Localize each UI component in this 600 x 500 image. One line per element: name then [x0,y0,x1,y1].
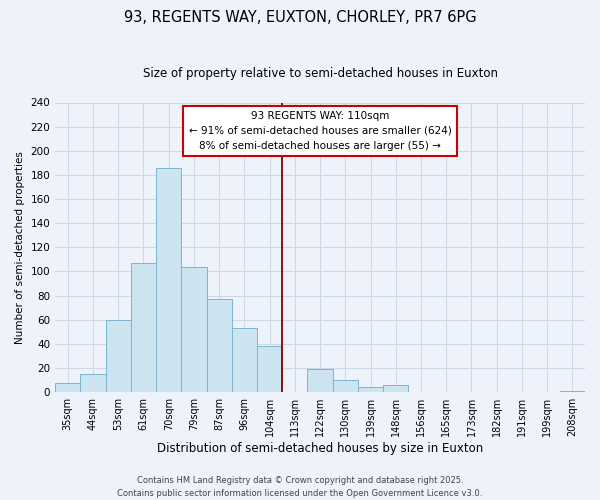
Bar [55,382,80,392]
Y-axis label: Number of semi-detached properties: Number of semi-detached properties [15,151,25,344]
Text: 93, REGENTS WAY, EUXTON, CHORLEY, PR7 6PG: 93, REGENTS WAY, EUXTON, CHORLEY, PR7 6P… [124,10,476,25]
Title: Size of property relative to semi-detached houses in Euxton: Size of property relative to semi-detach… [143,68,497,80]
Bar [257,346,282,392]
Bar [307,370,332,392]
Bar [181,266,206,392]
Bar [332,380,358,392]
Bar [131,263,156,392]
X-axis label: Distribution of semi-detached houses by size in Euxton: Distribution of semi-detached houses by … [157,442,483,455]
Bar [560,391,585,392]
Text: Contains HM Land Registry data © Crown copyright and database right 2025.
Contai: Contains HM Land Registry data © Crown c… [118,476,482,498]
Bar [156,168,181,392]
Text: 93 REGENTS WAY: 110sqm
← 91% of semi-detached houses are smaller (624)
8% of sem: 93 REGENTS WAY: 110sqm ← 91% of semi-det… [188,111,452,151]
Bar [80,374,106,392]
Bar [106,320,131,392]
Bar [206,300,232,392]
Bar [383,385,409,392]
Bar [358,388,383,392]
Bar [232,328,257,392]
